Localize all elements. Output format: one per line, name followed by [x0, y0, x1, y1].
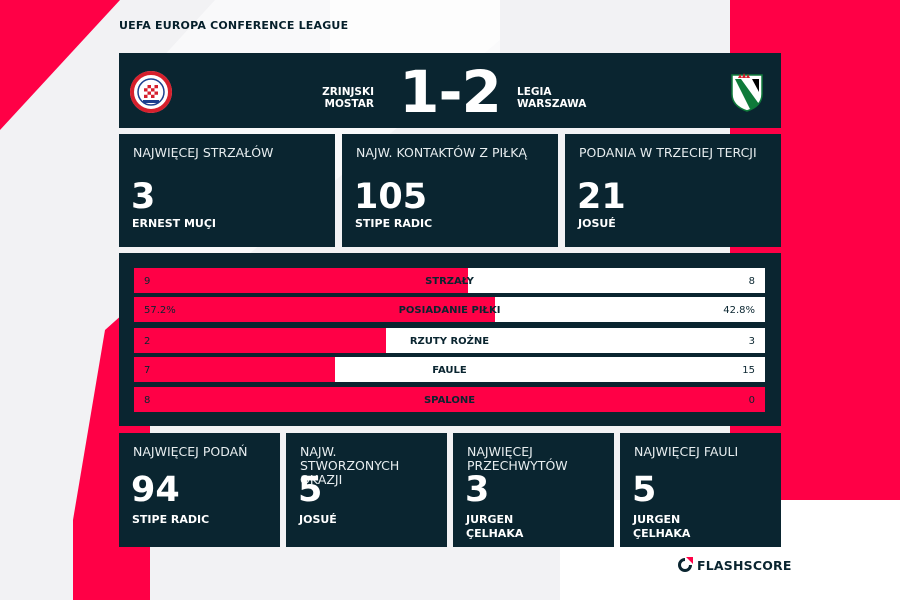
away-value: 42.8% — [723, 305, 755, 316]
stat-card-value: 3 — [131, 177, 156, 217]
stat-card-player: ERNEST MUÇI — [132, 217, 217, 230]
stat-card-label: PODANIA W TRZECIEJ TERCJI — [579, 145, 757, 160]
home-value: 57.2% — [144, 305, 176, 316]
stat-label: STRZAŁY — [425, 276, 474, 287]
brand-name: FLASHSCORE — [697, 557, 792, 573]
stat-card-player: JOSUÉ — [299, 513, 337, 526]
top-stat-card-touches: NAJW. KONTAKTÓW Z PIŁKĄ 105 STIPE RADIC — [342, 134, 558, 247]
bottom-stat-card-passes: NAJWIĘCEJ PODAŃ 94 STIPE RADIC — [119, 433, 280, 547]
away-value: 3 — [748, 336, 755, 347]
home-team-name: ZRINJSKI MOSTAR — [322, 86, 374, 110]
stat-card-player: STIPE RADIC — [132, 513, 210, 526]
stat-card-label: NAJWIĘCEJ FAULI — [634, 444, 739, 459]
bottom-stat-card-fouls: NAJWIĘCEJ FAULI 5 JURGEN ÇELHAKA — [620, 433, 781, 547]
stat-label: SPALONE — [423, 395, 476, 406]
home-value: 7 — [144, 365, 151, 376]
flashscore-logo: FLASHSCORE — [676, 556, 792, 574]
home-share-bar — [134, 297, 495, 322]
stat-label: FAULE — [432, 365, 467, 376]
team-stats-comparison: 9 STRZAŁY 8 57.2% POSIADANIE PIŁKI 42.8%… — [119, 253, 781, 426]
stat-label: POSIADANIE PIŁKI — [398, 305, 501, 316]
stat-card-player: STIPE RADIC — [355, 217, 433, 230]
stat-row-offsides: 8 SPALONE 0 — [134, 387, 765, 412]
stat-card-value: 105 — [354, 177, 428, 217]
away-value: 15 — [742, 365, 755, 376]
away-team-name: LEGIA WARSZAWA — [517, 86, 587, 110]
away-value: 8 — [748, 276, 755, 287]
stat-card-player: JURGEN ÇELHAKA — [466, 513, 524, 540]
top-stat-card-shots: NAJWIĘCEJ STRZAŁÓW 3 ERNEST MUÇI — [119, 134, 335, 247]
flashscore-logo-icon — [678, 557, 693, 572]
stat-card-player: JOSUÉ — [578, 217, 616, 230]
home-share-bar — [134, 268, 469, 293]
zrinjski-crest-icon — [129, 70, 173, 114]
home-share-bar — [134, 328, 387, 353]
stat-row-corners: 2 RZUTY ROŻNE 3 — [134, 328, 765, 353]
stat-card-value: 5 — [298, 470, 323, 510]
match-header: ZRINJSKI MOSTAR 1-2 LEGIA WARSZAWA — [119, 53, 781, 128]
stat-card-label: NAJWIĘCEJ STRZAŁÓW — [133, 145, 274, 160]
stat-card-value: 3 — [465, 470, 490, 510]
stat-row-fouls: 7 FAULE 15 — [134, 357, 765, 382]
stat-card-label: NAJW. STWORZONYCH OKAZJI — [300, 444, 400, 487]
home-value: 8 — [144, 395, 151, 406]
competition-title: UEFA EUROPA CONFERENCE LEAGUE — [119, 19, 349, 32]
home-share-bar — [134, 357, 335, 382]
stat-card-value: 94 — [131, 470, 180, 510]
stat-card-value: 21 — [577, 177, 626, 217]
stat-row-shots: 9 STRZAŁY 8 — [134, 268, 765, 293]
top-stat-card-final-third-passes: PODANIA W TRZECIEJ TERCJI 21 JOSUÉ — [565, 134, 781, 247]
stat-card-value: 5 — [632, 470, 657, 510]
stat-card-label: NAJW. KONTAKTÓW Z PIŁKĄ — [356, 145, 527, 160]
away-value: 0 — [748, 395, 755, 406]
stat-card-label: NAJWIĘCEJ PRZECHWYTÓW — [467, 444, 568, 473]
bottom-stat-card-chances-created: NAJW. STWORZONYCH OKAZJI 5 JOSUÉ — [286, 433, 447, 547]
match-score: 1-2 — [399, 58, 502, 126]
stat-card-label: NAJWIĘCEJ PODAŃ — [133, 444, 248, 459]
stat-row-possession: 57.2% POSIADANIE PIŁKI 42.8% — [134, 297, 765, 322]
home-share-bar — [134, 387, 765, 412]
legia-crest-icon — [725, 70, 769, 114]
stat-label: RZUTY ROŻNE — [409, 336, 490, 347]
stat-card-player: JURGEN ÇELHAKA — [633, 513, 691, 540]
home-value: 9 — [144, 276, 151, 287]
bottom-stat-card-interceptions: NAJWIĘCEJ PRZECHWYTÓW 3 JURGEN ÇELHAKA — [453, 433, 614, 547]
home-value: 2 — [144, 336, 151, 347]
